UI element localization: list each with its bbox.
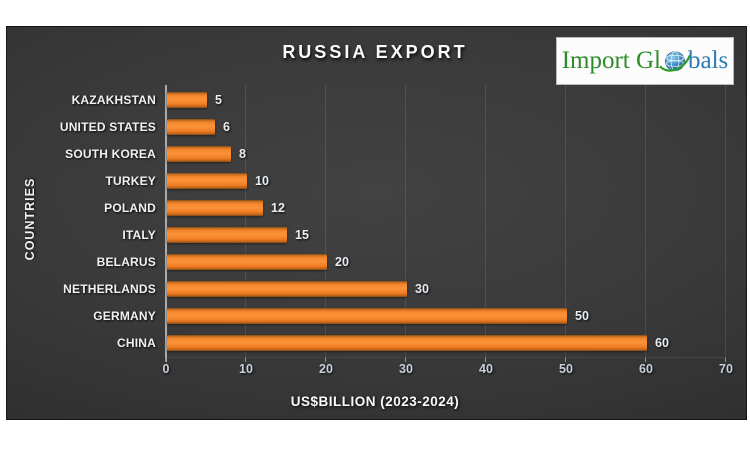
chart-panel (6, 26, 747, 420)
y-axis-label: CHINA (117, 336, 156, 350)
x-axis-tick-label: 10 (239, 362, 253, 376)
x-axis-tick-label: 70 (719, 362, 733, 376)
bar-south-korea (167, 146, 231, 162)
x-axis-tick-label: 50 (559, 362, 573, 376)
plot-area (165, 85, 726, 362)
x-axis-tickmark (165, 358, 166, 362)
x-axis-tickmark (245, 358, 246, 362)
bar-turkey (167, 173, 247, 189)
y-axis-label: BELARUS (96, 255, 156, 269)
bar-value-label: 60 (655, 336, 669, 350)
x-axis-tick-label: 30 (399, 362, 413, 376)
bar-germany (167, 308, 567, 324)
bar-value-label: 12 (271, 201, 285, 215)
bar-value-label: 20 (335, 255, 349, 269)
bar-value-label: 50 (575, 309, 589, 323)
y-axis-title: COUNTRIES (23, 177, 37, 261)
bar-belarus (167, 254, 327, 270)
bar-united-states (167, 119, 215, 135)
y-axis-label: ITALY (122, 228, 156, 242)
bar-value-label: 10 (255, 174, 269, 188)
plot-baseline (166, 357, 726, 358)
gridline (485, 85, 486, 358)
x-axis-tick-label: 20 (319, 362, 333, 376)
gridline (645, 85, 646, 358)
y-axis-label: TURKEY (105, 174, 156, 188)
gridline (565, 85, 566, 358)
gridline (325, 85, 326, 358)
bar-value-label: 15 (295, 228, 309, 242)
bar-value-label: 8 (239, 147, 246, 161)
y-axis-label: POLAND (104, 201, 156, 215)
x-axis-tick-label: 40 (479, 362, 493, 376)
y-axis-label: UNITED STATES (59, 120, 156, 134)
bar-value-label: 5 (215, 93, 222, 107)
x-axis-tickmark (645, 358, 646, 362)
chart-title: RUSSIA EXPORT (282, 42, 468, 62)
x-axis-tickmark (725, 358, 726, 362)
import-globals-logo: Import Gl bals (556, 37, 734, 85)
bar-value-label: 30 (415, 282, 429, 296)
bar-kazakhstan (167, 92, 207, 108)
category-axis-line (165, 85, 167, 362)
y-axis-label: NETHERLANDS (63, 282, 156, 296)
bar-italy (167, 227, 287, 243)
y-axis-label: GERMANY (93, 309, 156, 323)
y-axis-label: SOUTH KOREA (65, 147, 156, 161)
globe-icon (660, 43, 690, 79)
x-axis-tickmark (485, 358, 486, 362)
gridline (725, 85, 726, 358)
x-axis-title: US$BILLION (2023-2024) (290, 394, 460, 409)
x-axis-tickmark (325, 358, 326, 362)
x-axis-tickmark (565, 358, 566, 362)
bar-value-label: 6 (223, 120, 230, 134)
y-axis-label: KAZAKHSTAN (71, 93, 156, 107)
bar-netherlands (167, 281, 407, 297)
x-axis-tickmark (405, 358, 406, 362)
bar-china (167, 335, 647, 351)
gridline (405, 85, 406, 358)
x-axis-tick-label: 0 (162, 362, 170, 376)
gridline (245, 85, 246, 358)
logo-text-left: Import Gl (561, 47, 661, 74)
x-axis-tick-label: 60 (639, 362, 653, 376)
logo-text-right: bals (688, 47, 729, 74)
bar-poland (167, 200, 263, 216)
